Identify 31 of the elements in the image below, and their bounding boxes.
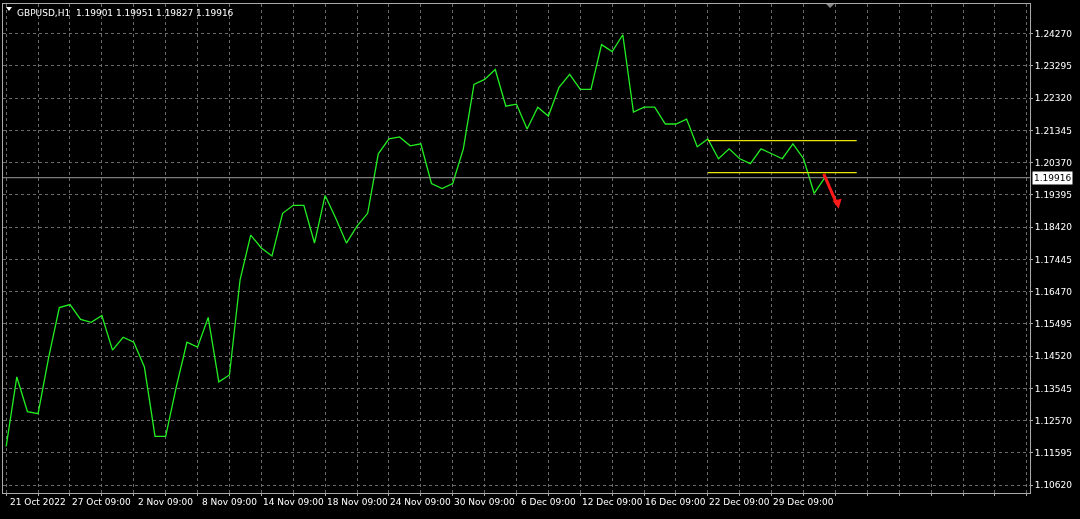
- y-tick-label: 1.17445: [1034, 254, 1073, 265]
- x-tick-label: 24 Nov 09:00: [390, 497, 451, 507]
- y-tick-label: 1.22320: [1034, 93, 1073, 104]
- x-tick-label: 6 Dec 09:00: [521, 497, 577, 507]
- y-tick-label: 1.14520: [1034, 351, 1073, 362]
- ref-line-label: 1.19916: [1034, 173, 1072, 183]
- y-tick-label: 1.11595: [1034, 447, 1073, 458]
- x-tick-label: 8 Nov 09:00: [202, 497, 258, 507]
- x-tick-label: 14 Nov 09:00: [263, 497, 324, 507]
- y-tick-label: 1.20370: [1034, 157, 1073, 168]
- y-tick-label: 1.12570: [1034, 415, 1073, 426]
- x-tick-label: 27 Oct 09:00: [72, 497, 131, 507]
- y-tick-label: 1.24270: [1034, 28, 1073, 39]
- y-tick-label: 1.15495: [1034, 319, 1073, 330]
- y-tick-label: 1.19395: [1034, 190, 1073, 201]
- y-tick-label: 1.10620: [1034, 480, 1073, 491]
- x-tick-label: 22 Dec 09:00: [709, 497, 770, 507]
- x-tick-label: 18 Nov 09:00: [327, 497, 388, 507]
- line-series: [5, 34, 826, 448]
- y-tick-label: 1.16470: [1034, 286, 1073, 297]
- y-tick-label: 1.21345: [1034, 125, 1073, 136]
- y-tick-label: 1.23295: [1034, 61, 1073, 72]
- x-tick-label: 12 Dec 09:00: [582, 497, 643, 507]
- x-tick-label: 30 Nov 09:00: [454, 497, 515, 507]
- y-tick-label: 1.13545: [1034, 383, 1073, 394]
- x-tick-label: 21 Oct 2022: [10, 497, 66, 507]
- x-tick-label: 16 Dec 09:00: [645, 497, 706, 507]
- y-tick-label: 1.18420: [1034, 222, 1073, 233]
- chart-title: GBPUSD,H1 1.19901 1.19951 1.19827 1.19916: [17, 8, 234, 18]
- x-tick-label: 2 Nov 09:00: [138, 497, 194, 507]
- x-tick-label: 29 Dec 09:00: [773, 497, 834, 507]
